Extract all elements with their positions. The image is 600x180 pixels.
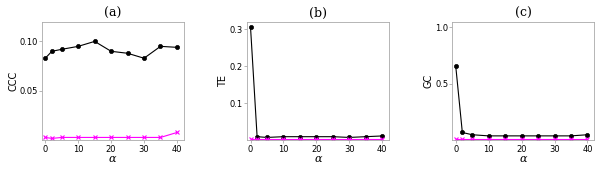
X-axis label: α: α [314, 154, 322, 164]
Title: (b): (b) [309, 7, 327, 21]
Y-axis label: GC: GC [424, 74, 434, 88]
X-axis label: α: α [109, 154, 116, 164]
Title: (c): (c) [515, 7, 532, 21]
Title: (a): (a) [104, 7, 121, 21]
Y-axis label: CCC: CCC [8, 71, 18, 91]
X-axis label: α: α [520, 154, 527, 164]
Y-axis label: TE: TE [218, 75, 229, 87]
